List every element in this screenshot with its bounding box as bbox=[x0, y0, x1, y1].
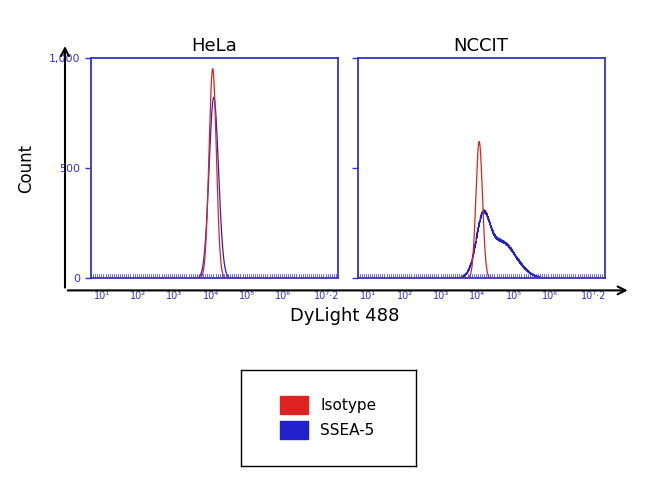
Text: 10⁵: 10⁵ bbox=[239, 290, 255, 300]
Text: 10³: 10³ bbox=[433, 290, 449, 300]
Text: 10⁴: 10⁴ bbox=[469, 290, 486, 300]
Text: 10⁵: 10⁵ bbox=[506, 290, 522, 300]
Text: 10⁷·2: 10⁷·2 bbox=[581, 290, 606, 300]
Text: 10¹: 10¹ bbox=[94, 290, 110, 300]
Text: 10²: 10² bbox=[396, 290, 413, 300]
Text: 10⁷·2: 10⁷·2 bbox=[315, 290, 340, 300]
Text: 10¹: 10¹ bbox=[360, 290, 376, 300]
Text: 10²: 10² bbox=[130, 290, 146, 300]
Text: 10⁶: 10⁶ bbox=[542, 290, 558, 300]
Text: Count: Count bbox=[17, 144, 35, 192]
Text: DyLight 488: DyLight 488 bbox=[290, 307, 399, 325]
Title: HeLa: HeLa bbox=[192, 36, 237, 55]
Legend: Isotype, SSEA-5: Isotype, SSEA-5 bbox=[273, 388, 384, 447]
Text: 10³: 10³ bbox=[166, 290, 183, 300]
Title: NCCIT: NCCIT bbox=[454, 36, 508, 55]
Text: 10⁴: 10⁴ bbox=[203, 290, 219, 300]
Text: 10⁶: 10⁶ bbox=[276, 290, 292, 300]
